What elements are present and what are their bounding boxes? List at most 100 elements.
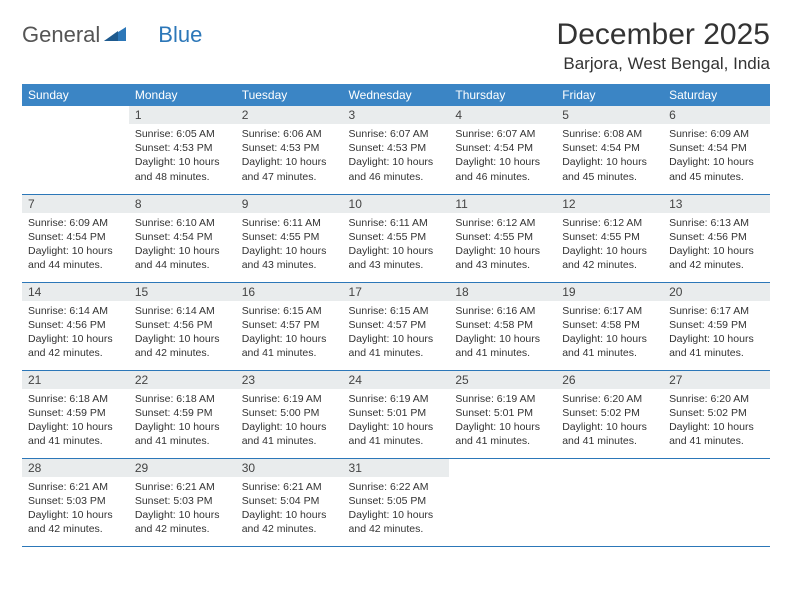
calendar-cell: 16Sunrise: 6:15 AMSunset: 4:57 PMDayligh… xyxy=(236,282,343,370)
daylight-text: Daylight: 10 hours and 41 minutes. xyxy=(242,420,337,448)
daylight-text: Daylight: 10 hours and 41 minutes. xyxy=(242,332,337,360)
calendar-table: Sunday Monday Tuesday Wednesday Thursday… xyxy=(22,84,770,547)
sunset-text: Sunset: 5:05 PM xyxy=(349,494,444,508)
sunrise-text: Sunrise: 6:14 AM xyxy=(28,304,123,318)
sunset-text: Sunset: 4:54 PM xyxy=(455,141,550,155)
calendar-cell: 5Sunrise: 6:08 AMSunset: 4:54 PMDaylight… xyxy=(556,106,663,194)
day-number: 15 xyxy=(129,283,236,301)
day-header: Saturday xyxy=(663,84,770,106)
sunrise-text: Sunrise: 6:14 AM xyxy=(135,304,230,318)
day-details: Sunrise: 6:13 AMSunset: 4:56 PMDaylight:… xyxy=(663,213,770,277)
day-header-row: Sunday Monday Tuesday Wednesday Thursday… xyxy=(22,84,770,106)
daylight-text: Daylight: 10 hours and 41 minutes. xyxy=(562,332,657,360)
calendar-cell: 10Sunrise: 6:11 AMSunset: 4:55 PMDayligh… xyxy=(343,194,450,282)
location: Barjora, West Bengal, India xyxy=(557,54,770,74)
sunrise-text: Sunrise: 6:19 AM xyxy=(242,392,337,406)
calendar-cell: 26Sunrise: 6:20 AMSunset: 5:02 PMDayligh… xyxy=(556,370,663,458)
daylight-text: Daylight: 10 hours and 41 minutes. xyxy=(669,420,764,448)
day-number: 14 xyxy=(22,283,129,301)
calendar-cell: 19Sunrise: 6:17 AMSunset: 4:58 PMDayligh… xyxy=(556,282,663,370)
sunset-text: Sunset: 4:58 PM xyxy=(562,318,657,332)
calendar-cell: 13Sunrise: 6:13 AMSunset: 4:56 PMDayligh… xyxy=(663,194,770,282)
sunset-text: Sunset: 4:57 PM xyxy=(242,318,337,332)
day-number: 11 xyxy=(449,195,556,213)
day-header: Wednesday xyxy=(343,84,450,106)
day-number: 31 xyxy=(343,459,450,477)
sunset-text: Sunset: 5:02 PM xyxy=(669,406,764,420)
day-details: Sunrise: 6:16 AMSunset: 4:58 PMDaylight:… xyxy=(449,301,556,365)
daylight-text: Daylight: 10 hours and 42 minutes. xyxy=(135,508,230,536)
sunrise-text: Sunrise: 6:17 AM xyxy=(562,304,657,318)
calendar-cell: 20Sunrise: 6:17 AMSunset: 4:59 PMDayligh… xyxy=(663,282,770,370)
day-details: Sunrise: 6:06 AMSunset: 4:53 PMDaylight:… xyxy=(236,124,343,188)
sunset-text: Sunset: 5:04 PM xyxy=(242,494,337,508)
day-details: Sunrise: 6:19 AMSunset: 5:01 PMDaylight:… xyxy=(343,389,450,453)
day-number: 29 xyxy=(129,459,236,477)
day-details: Sunrise: 6:17 AMSunset: 4:59 PMDaylight:… xyxy=(663,301,770,365)
day-header: Friday xyxy=(556,84,663,106)
sunset-text: Sunset: 4:53 PM xyxy=(135,141,230,155)
sunset-text: Sunset: 4:55 PM xyxy=(349,230,444,244)
daylight-text: Daylight: 10 hours and 42 minutes. xyxy=(135,332,230,360)
daylight-text: Daylight: 10 hours and 44 minutes. xyxy=(135,244,230,272)
sunrise-text: Sunrise: 6:21 AM xyxy=(135,480,230,494)
day-details: Sunrise: 6:20 AMSunset: 5:02 PMDaylight:… xyxy=(556,389,663,453)
sunrise-text: Sunrise: 6:17 AM xyxy=(669,304,764,318)
sunset-text: Sunset: 4:53 PM xyxy=(349,141,444,155)
day-details: Sunrise: 6:14 AMSunset: 4:56 PMDaylight:… xyxy=(129,301,236,365)
calendar-cell: 3Sunrise: 6:07 AMSunset: 4:53 PMDaylight… xyxy=(343,106,450,194)
sunrise-text: Sunrise: 6:10 AM xyxy=(135,216,230,230)
sunset-text: Sunset: 4:59 PM xyxy=(669,318,764,332)
daylight-text: Daylight: 10 hours and 41 minutes. xyxy=(349,332,444,360)
calendar-cell: 18Sunrise: 6:16 AMSunset: 4:58 PMDayligh… xyxy=(449,282,556,370)
sunrise-text: Sunrise: 6:11 AM xyxy=(242,216,337,230)
day-details: Sunrise: 6:19 AMSunset: 5:01 PMDaylight:… xyxy=(449,389,556,453)
calendar-cell: 21Sunrise: 6:18 AMSunset: 4:59 PMDayligh… xyxy=(22,370,129,458)
calendar-cell: 9Sunrise: 6:11 AMSunset: 4:55 PMDaylight… xyxy=(236,194,343,282)
calendar-cell: 12Sunrise: 6:12 AMSunset: 4:55 PMDayligh… xyxy=(556,194,663,282)
day-number: 6 xyxy=(663,106,770,124)
sunset-text: Sunset: 4:56 PM xyxy=(669,230,764,244)
header: General Blue December 2025 Barjora, West… xyxy=(22,18,770,74)
sunset-text: Sunset: 4:59 PM xyxy=(135,406,230,420)
calendar-cell: 7Sunrise: 6:09 AMSunset: 4:54 PMDaylight… xyxy=(22,194,129,282)
day-number: 8 xyxy=(129,195,236,213)
sunrise-text: Sunrise: 6:06 AM xyxy=(242,127,337,141)
sunrise-text: Sunrise: 6:20 AM xyxy=(562,392,657,406)
sunset-text: Sunset: 4:55 PM xyxy=(455,230,550,244)
sunrise-text: Sunrise: 6:19 AM xyxy=(455,392,550,406)
daylight-text: Daylight: 10 hours and 41 minutes. xyxy=(562,420,657,448)
calendar-cell: 15Sunrise: 6:14 AMSunset: 4:56 PMDayligh… xyxy=(129,282,236,370)
sunrise-text: Sunrise: 6:07 AM xyxy=(349,127,444,141)
sunrise-text: Sunrise: 6:11 AM xyxy=(349,216,444,230)
day-number: 25 xyxy=(449,371,556,389)
day-details: Sunrise: 6:21 AMSunset: 5:03 PMDaylight:… xyxy=(129,477,236,541)
daylight-text: Daylight: 10 hours and 42 minutes. xyxy=(242,508,337,536)
day-details: Sunrise: 6:21 AMSunset: 5:03 PMDaylight:… xyxy=(22,477,129,541)
calendar-row: 21Sunrise: 6:18 AMSunset: 4:59 PMDayligh… xyxy=(22,370,770,458)
daylight-text: Daylight: 10 hours and 41 minutes. xyxy=(669,332,764,360)
calendar-row: 14Sunrise: 6:14 AMSunset: 4:56 PMDayligh… xyxy=(22,282,770,370)
daylight-text: Daylight: 10 hours and 46 minutes. xyxy=(349,155,444,183)
logo: General Blue xyxy=(22,18,202,48)
sunrise-text: Sunrise: 6:09 AM xyxy=(28,216,123,230)
sunrise-text: Sunrise: 6:21 AM xyxy=(28,480,123,494)
day-number: 26 xyxy=(556,371,663,389)
daylight-text: Daylight: 10 hours and 42 minutes. xyxy=(28,508,123,536)
day-details: Sunrise: 6:09 AMSunset: 4:54 PMDaylight:… xyxy=(663,124,770,188)
sunrise-text: Sunrise: 6:18 AM xyxy=(28,392,123,406)
sunset-text: Sunset: 4:59 PM xyxy=(28,406,123,420)
day-number: 17 xyxy=(343,283,450,301)
sunrise-text: Sunrise: 6:16 AM xyxy=(455,304,550,318)
calendar-cell xyxy=(663,458,770,546)
calendar-cell: 31Sunrise: 6:22 AMSunset: 5:05 PMDayligh… xyxy=(343,458,450,546)
day-number: 13 xyxy=(663,195,770,213)
day-header: Sunday xyxy=(22,84,129,106)
day-details: Sunrise: 6:18 AMSunset: 4:59 PMDaylight:… xyxy=(129,389,236,453)
sunset-text: Sunset: 5:02 PM xyxy=(562,406,657,420)
day-number: 28 xyxy=(22,459,129,477)
sunset-text: Sunset: 4:53 PM xyxy=(242,141,337,155)
calendar-cell: 2Sunrise: 6:06 AMSunset: 4:53 PMDaylight… xyxy=(236,106,343,194)
calendar-body: 1Sunrise: 6:05 AMSunset: 4:53 PMDaylight… xyxy=(22,106,770,546)
day-number: 21 xyxy=(22,371,129,389)
